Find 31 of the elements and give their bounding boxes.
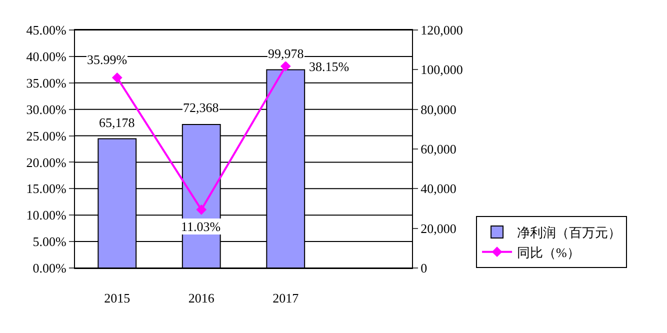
- point: [112, 72, 122, 83]
- y-tick-label: 15.00%: [26, 181, 67, 196]
- data-label: 65,178: [99, 115, 135, 130]
- data-label: 72,368: [183, 100, 219, 115]
- y-tick-label: 30.00%: [26, 102, 67, 117]
- y-tick-label: 0.00%: [32, 260, 67, 276]
- y2-tick-label: 20,000: [420, 220, 456, 236]
- x-tick-label: 2016: [188, 290, 215, 306]
- point: [280, 61, 291, 72]
- y-tick-label: 20.00%: [26, 154, 67, 170]
- y-tick-label: 40.00%: [26, 48, 67, 64]
- data-label: 35.99%: [87, 52, 128, 67]
- y2-tick-label: 80,000: [420, 102, 456, 117]
- y-tick-label: 10.00%: [26, 208, 67, 223]
- y-tick-label: 45.00%: [26, 22, 67, 38]
- y2-tick-label: 60,000: [420, 142, 456, 157]
- point: [196, 204, 207, 215]
- legend-label: 同比（%）: [517, 244, 580, 260]
- y2-tick-label: 0: [420, 260, 428, 276]
- y-tick-label: 35.00%: [26, 75, 67, 90]
- y2-tick-label: 100,000: [420, 62, 463, 78]
- x-tick-label: 2017: [272, 290, 300, 306]
- data-label: 38.15%: [309, 59, 350, 74]
- data-label: 11.03%: [181, 219, 221, 234]
- y-tick-label: 5.00%: [32, 234, 67, 250]
- y2-tick-label: 120,000: [420, 22, 463, 38]
- legend-label: 净利润（百万元）: [517, 225, 622, 240]
- x-tick-label: 2015: [104, 290, 130, 306]
- y2-tick-label: 40,000: [420, 181, 456, 196]
- y-tick-label: 25.00%: [26, 128, 67, 144]
- data-label: 99,978: [268, 46, 304, 61]
